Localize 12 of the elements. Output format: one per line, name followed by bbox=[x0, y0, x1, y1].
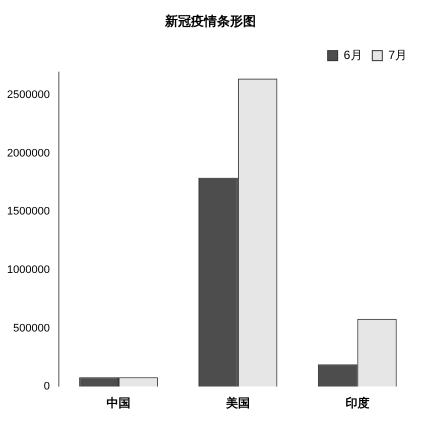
x-tick-label: 美国 bbox=[224, 396, 250, 410]
y-tick-label: 2000000 bbox=[6, 147, 50, 160]
legend-label: 7月 bbox=[388, 48, 408, 62]
x-tick-label: 中国 bbox=[106, 396, 131, 410]
x-tick-label: 印度 bbox=[345, 396, 370, 410]
y-tick-label: 0 bbox=[44, 380, 50, 393]
legend-label: 6月 bbox=[344, 48, 362, 62]
y-tick-label: 1500000 bbox=[6, 206, 50, 218]
chart-title: 新冠疫情条形图 bbox=[164, 13, 256, 28]
y-tick-label: 500000 bbox=[13, 322, 50, 334]
y-tick-label: 2500000 bbox=[6, 88, 50, 101]
y-tick-label: 1000000 bbox=[6, 264, 50, 276]
